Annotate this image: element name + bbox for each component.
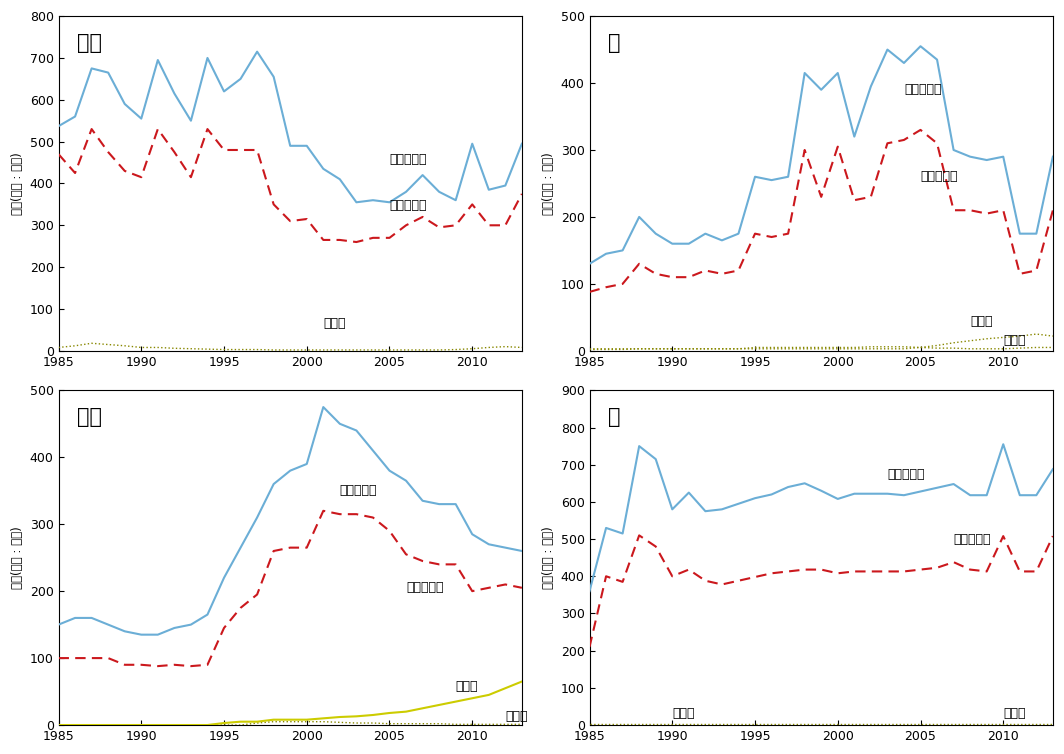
Y-axis label: 절량(단위 : 실톤): 절량(단위 : 실톤) bbox=[543, 526, 555, 589]
Text: 식품공급량: 식품공급량 bbox=[953, 533, 991, 546]
Text: 수입량: 수입량 bbox=[455, 680, 478, 693]
Text: 국내생산량: 국내생산량 bbox=[339, 484, 378, 497]
Text: 수출량: 수출량 bbox=[505, 710, 528, 722]
Text: 식품공급량: 식품공급량 bbox=[920, 170, 958, 183]
Y-axis label: 절량(단위 : 실톤): 절량(단위 : 실톤) bbox=[11, 526, 24, 589]
Text: 수출량: 수출량 bbox=[1003, 706, 1026, 720]
Text: 포도: 포도 bbox=[77, 407, 102, 427]
Text: 배: 배 bbox=[608, 33, 620, 53]
Text: 수출량: 수출량 bbox=[323, 317, 346, 329]
Text: 수출량: 수출량 bbox=[970, 315, 993, 329]
Text: 국내생산량: 국내생산량 bbox=[904, 83, 942, 96]
Y-axis label: 절량(단위 : 실톤): 절량(단위 : 실톤) bbox=[11, 152, 24, 215]
Text: 귀: 귀 bbox=[608, 407, 620, 427]
Text: 수입량: 수입량 bbox=[1003, 334, 1026, 347]
Text: 수입량: 수입량 bbox=[672, 706, 695, 720]
Text: 식품공급량: 식품공급량 bbox=[406, 581, 444, 594]
Text: 사과: 사과 bbox=[77, 33, 102, 53]
Text: 식품공급량: 식품공급량 bbox=[389, 198, 427, 212]
Text: 국내생산량: 국내생산량 bbox=[887, 467, 925, 481]
Y-axis label: 절량(단위 : 실톤): 절량(단위 : 실톤) bbox=[543, 152, 555, 215]
Text: 국내생산량: 국내생산량 bbox=[389, 152, 427, 166]
